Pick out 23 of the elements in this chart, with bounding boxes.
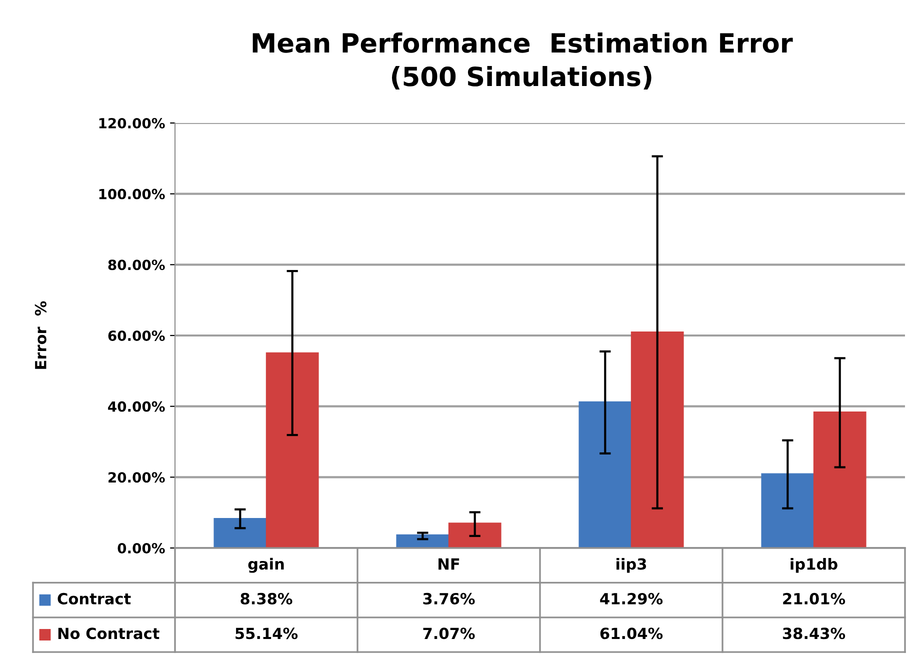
legend-label: No Contract (58, 628, 160, 640)
x-tick-label: NF (438, 558, 460, 570)
data-label: 38.43% (782, 628, 846, 640)
y-tick-label: 100.00% (99, 188, 165, 200)
y-tick-label: 20.00% (108, 472, 165, 483)
x-tick-label: gain (248, 558, 284, 573)
y-tick-label: 0.00% (118, 542, 165, 554)
x-tick-label: iip3 (616, 558, 646, 573)
y-tick-label: 120.00% (99, 118, 165, 128)
data-label: 55.14% (236, 628, 298, 640)
y-tick-label: 40.00% (108, 401, 165, 412)
data-label: 3.76% (423, 592, 475, 604)
y-tick-label: 60.00% (108, 330, 165, 341)
data-label: 8.38% (240, 592, 292, 604)
data-label: 21.01% (783, 592, 846, 604)
chart-title: Mean Performance Estimation Error (500 Simulations) (252, 32, 793, 90)
data-label: 7.07% (423, 628, 475, 640)
y-tick-label: 80.00% (108, 260, 165, 270)
x-tick-label: ip1db (790, 558, 838, 573)
data-label: 41.29% (600, 592, 663, 604)
data-label: 61.04% (600, 628, 663, 640)
legend-label: Contract (58, 592, 131, 604)
y-axis-title: Error % (34, 301, 46, 369)
